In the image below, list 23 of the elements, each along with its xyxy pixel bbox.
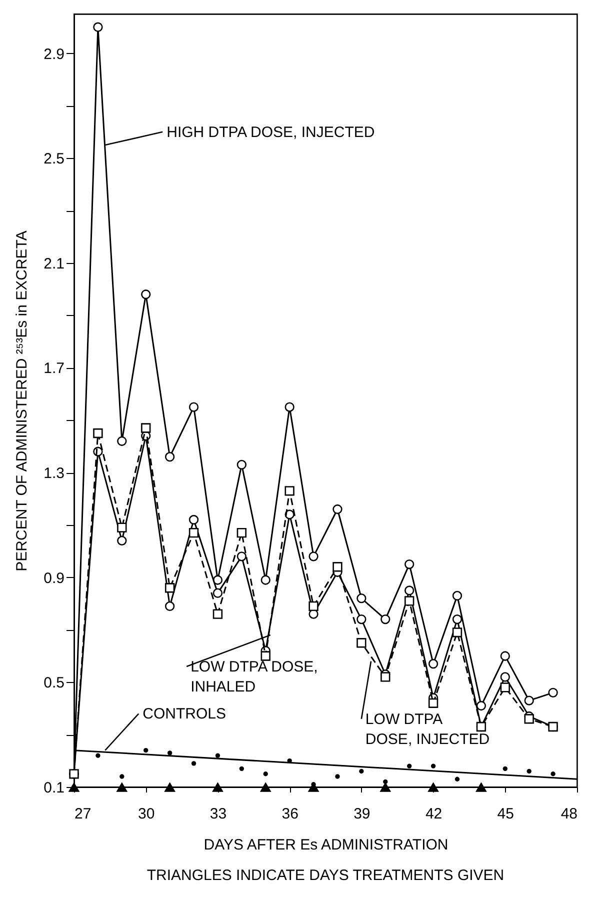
x-tick-label: 27 (74, 806, 92, 822)
y-tick-label: 2.5 (44, 150, 64, 168)
x-axis-title: DAYS AFTER Es ADMINISTRATION (204, 836, 448, 854)
x-tick-label: 42 (425, 806, 442, 822)
y-axis-title: PERCENT OF ADMINISTERED ²⁵³Es in EXCRETA (14, 230, 31, 572)
annotation: LOW DTPA DOSE, INHALED (190, 658, 318, 696)
y-tick-label: 0.9 (44, 570, 64, 587)
y-tick-label: 2.1 (44, 255, 64, 272)
text: TRIANGLES INDICATE DAYS TREATMENTS GIVEN (146, 867, 504, 884)
y-tick-label: 1.3 (44, 465, 64, 482)
annotation: HIGH DTPA DOSE, INJECTED (166, 124, 375, 141)
x-tick-label: 30 (138, 806, 155, 822)
y-tick-label: 0.5 (44, 674, 64, 692)
x-tick-label: 33 (210, 806, 227, 822)
y-tick-label: 1.7 (44, 360, 64, 378)
annotation: LOW DTPA DOSE, INJECTED (365, 710, 490, 748)
y-tick-label: 2.9 (44, 46, 64, 63)
x-tick-label: 36 (282, 806, 298, 822)
x-tick-label: 45 (497, 806, 514, 822)
x-tick-label: 48 (560, 806, 578, 822)
annotation: CONTROLS (142, 706, 226, 723)
x-tick-label: 39 (354, 806, 370, 822)
y-tick-label: 0.1 (44, 780, 64, 796)
